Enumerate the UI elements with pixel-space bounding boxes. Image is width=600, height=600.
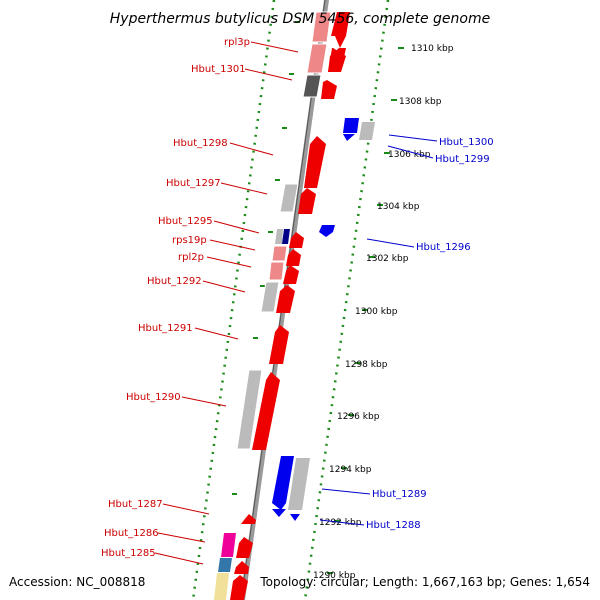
gene-label[interactable]: Hbut_1301 [191, 64, 246, 75]
reverse-gene-labels: Hbut_1300 Hbut_1299 Hbut_1296 Hbut_1289 … [319, 134, 494, 531]
gene-arrow [269, 325, 289, 364]
gene-label[interactable]: Hbut_1287 [108, 499, 163, 510]
gene-label[interactable]: Hbut_1295 [158, 216, 213, 227]
gene-label[interactable]: rpl2p [178, 252, 204, 263]
accession-text: Accession: NC_008818 [9, 575, 145, 589]
summary-text: Topology: circular; Length: 1,667,163 bp… [259, 575, 590, 589]
gene-arrow [304, 136, 326, 188]
gene-arrow [289, 232, 304, 248]
gene-label[interactable]: Hbut_1292 [147, 276, 202, 287]
scale-label: 1308 kbp [399, 97, 442, 107]
gene-block [271, 245, 288, 262]
forward-gene-labels: rpl3p Hbut_1301 Hbut_1298 Hbut_1297 Hbut… [101, 37, 299, 565]
gene-block [282, 229, 290, 244]
gene-label[interactable]: Hbut_1297 [166, 178, 221, 189]
gene-block [218, 558, 232, 572]
gene-arrow [298, 188, 316, 214]
gene-arrow [328, 48, 346, 72]
gene-arrow [319, 225, 335, 237]
gene-label[interactable]: Hbut_1286 [104, 528, 159, 539]
scale-label: 1300 kbp [355, 307, 398, 317]
gene-block [359, 122, 375, 140]
gene-block [302, 74, 322, 98]
scale-label: 1306 kbp [388, 150, 431, 160]
gene-block [311, 11, 332, 43]
gene-block [236, 369, 263, 450]
gene-label[interactable]: rps19p [172, 235, 207, 246]
gene-block [275, 229, 283, 244]
right-tick-marks [327, 47, 404, 574]
gene-arrow [272, 509, 286, 517]
gene-arrow [343, 134, 355, 141]
scale-label: 1304 kbp [377, 202, 420, 212]
gene-arrow [276, 285, 295, 313]
gene-label[interactable]: Hbut_1288 [366, 520, 421, 531]
gene-block [288, 458, 310, 510]
gene-block [221, 533, 236, 557]
gene-arrow [290, 514, 300, 521]
gene-arrow [321, 80, 337, 99]
gene-label[interactable]: Hbut_1285 [101, 548, 156, 559]
gene-arrow [331, 12, 350, 48]
forward-gene-arrows [230, 12, 350, 600]
gene-label[interactable]: Hbut_1290 [126, 392, 181, 403]
gene-label[interactable]: Hbut_1298 [173, 138, 228, 149]
scale-label: 1292 kbp [319, 518, 362, 528]
gene-arrow [272, 456, 294, 510]
gene-arrow [283, 265, 299, 284]
gene-block [260, 281, 280, 313]
reverse-gene-features [272, 118, 375, 521]
gene-label[interactable]: Hbut_1300 [439, 137, 494, 148]
scale-label: 1294 kbp [329, 465, 372, 475]
forward-gene-blocks [214, 11, 332, 600]
scale-label: 1290 kbp [313, 571, 356, 581]
gene-arrow [236, 537, 253, 558]
gene-block [306, 43, 328, 74]
gene-label[interactable]: rpl3p [224, 37, 250, 48]
gene-label[interactable]: Hbut_1299 [435, 154, 490, 165]
gene-arrow [286, 249, 301, 266]
scale-label: 1302 kbp [366, 254, 409, 264]
gene-arrow [230, 575, 248, 600]
gene-label[interactable]: Hbut_1296 [416, 242, 471, 253]
gene-label[interactable]: Hbut_1289 [372, 489, 427, 500]
dotted-guides [191, 0, 390, 600]
gene-arrow [234, 561, 249, 574]
scale-label: 1296 kbp [337, 412, 380, 422]
gene-arrow [343, 118, 359, 133]
gene-arrow [241, 514, 256, 524]
scale-label: 1310 kbp [411, 44, 454, 54]
gene-arrow [252, 372, 280, 450]
gene-block [279, 183, 299, 213]
map-title: Hyperthermus butylicus DSM 5456, complet… [110, 11, 490, 27]
gene-block [214, 573, 229, 600]
gene-block [268, 261, 285, 281]
scale-label: 1298 kbp [345, 360, 388, 370]
scale-labels: 1310 kbp 1308 kbp 1306 kbp 1304 kbp 1302… [313, 44, 454, 581]
gene-label[interactable]: Hbut_1291 [138, 323, 193, 334]
